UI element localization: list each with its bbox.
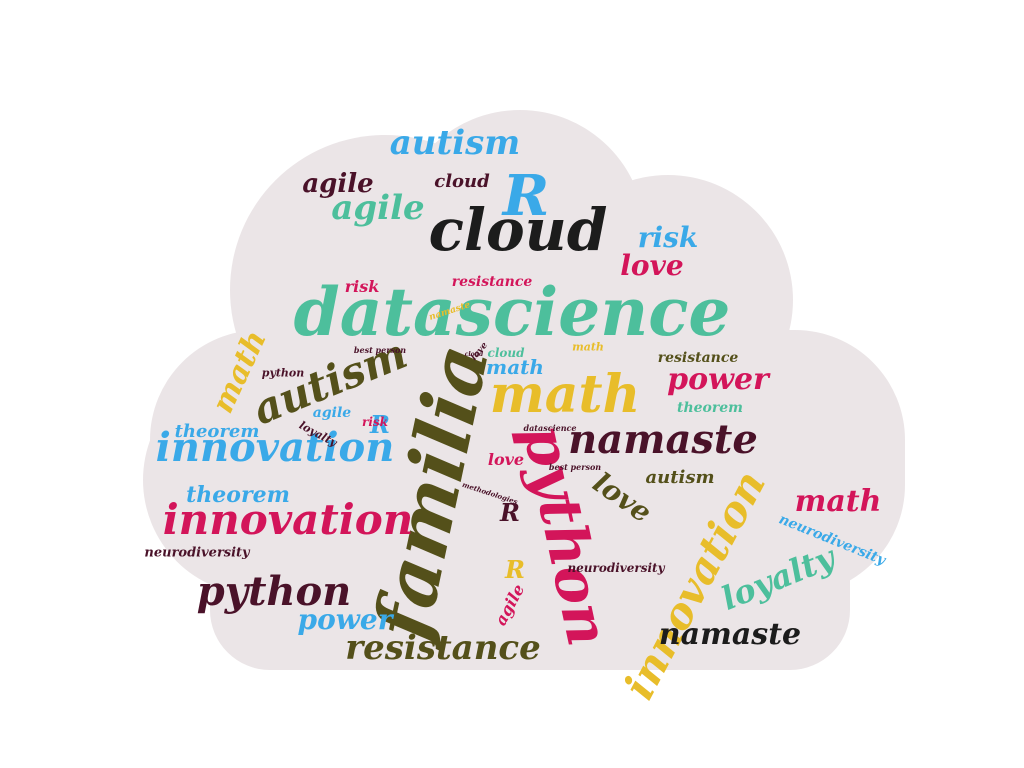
cloud-word: R	[370, 410, 390, 439]
cloud-word: cloud	[487, 346, 525, 360]
cloud-word: R	[500, 498, 520, 527]
cloud-word: math	[794, 484, 882, 519]
cloud-word: math	[486, 355, 544, 379]
cloud-word: love	[620, 249, 684, 282]
cloud-word: R	[502, 163, 550, 229]
cloud-word: risk	[344, 277, 380, 296]
cloud-word: risk	[362, 415, 388, 429]
cloud-word: agile	[302, 169, 374, 199]
cloud-word: namaste	[568, 416, 758, 463]
cloud-background	[143, 110, 905, 670]
cloud-word: resistance	[451, 274, 533, 290]
cloud-word: math	[572, 340, 604, 354]
cloud-word: love	[487, 450, 525, 469]
cloud-word: resistance	[345, 628, 541, 668]
cloud-word: best person	[353, 345, 407, 355]
cloud-word: python	[261, 366, 305, 380]
cloud-word: agile	[331, 188, 425, 228]
cloud-word: cloud	[428, 196, 608, 264]
cloud-word: math	[489, 364, 641, 425]
cloud-word: cloud	[464, 351, 484, 358]
cloud-word: cloud	[434, 171, 490, 192]
cloud-word: autism	[389, 123, 521, 163]
cloud-word: resistance	[657, 350, 739, 366]
cloud-word: neurodiversity	[144, 545, 250, 561]
cloud-word: theorem	[174, 421, 260, 442]
cloud-word: theorem	[186, 482, 290, 508]
cloud-word: power	[297, 603, 393, 636]
cloud-word: power	[667, 362, 769, 397]
cloud-word: R	[505, 555, 525, 584]
cloud-word: innovation	[155, 424, 395, 471]
cloud-word: best person	[548, 462, 602, 472]
cloud-word: autism	[645, 467, 715, 488]
cloud-word: datascience	[523, 423, 577, 433]
cloud-base	[210, 440, 850, 670]
cloud-word: neurodiversity	[567, 561, 665, 575]
cloud-word: risk	[637, 221, 699, 254]
cloud-word: datascience	[293, 273, 731, 351]
cloud-word: theorem	[677, 400, 743, 416]
cloud-word: innovation	[162, 495, 414, 544]
cloud-word: python	[196, 568, 352, 615]
cloud-word: namaste	[658, 617, 802, 652]
cloud-word: agile	[312, 405, 352, 421]
